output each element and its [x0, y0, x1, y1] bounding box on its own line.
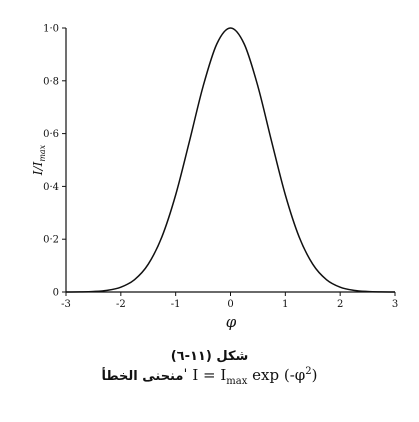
axes [65, 28, 395, 293]
data-point [353, 290, 354, 291]
y-tick-label: 0·4 [43, 182, 59, 193]
data-point [107, 290, 108, 291]
data-point [326, 279, 327, 280]
data-point [394, 291, 395, 292]
data-point [93, 291, 94, 292]
x-tick-label: -1 [171, 299, 181, 310]
data-point [271, 141, 272, 142]
gaussian-chart: 0 0·2 0·4 0·6 0·8 1·0 -3 -2 -1 0 1 2 3 φ I/Imax [31, 24, 398, 332]
x-tick-label: 0 [227, 299, 233, 310]
data-point [312, 264, 313, 265]
x-tick-label: -3 [61, 299, 71, 310]
formula-sub: max [226, 376, 248, 387]
x-axis-label: φ [226, 313, 237, 331]
data-point [148, 264, 149, 265]
data-point [79, 291, 80, 292]
data-point [202, 86, 203, 87]
formula-text: I = I [192, 366, 227, 384]
gaussian-curve [65, 27, 396, 293]
formula-mid: exp (-φ [247, 366, 306, 384]
y-tick-label: 0·8 [43, 76, 59, 87]
y-tick-label: 0·2 [43, 235, 59, 246]
y-axis-label-main: I/I [31, 161, 45, 176]
y-axis-label: I/Imax [31, 144, 47, 176]
figure-caption: منحنى الخطأˈ I = Imax exp (-φ2) [0, 366, 419, 387]
data-point [161, 236, 162, 237]
x-tick-label: 1 [282, 299, 288, 310]
caption-comma: ˈ [183, 366, 188, 384]
caption-arabic-title: منحنى الخطأ [101, 369, 184, 384]
y-tick-label: 0 [53, 288, 59, 299]
data-point [298, 236, 299, 237]
data-point [244, 43, 245, 44]
data-point [230, 27, 231, 28]
data-point [381, 291, 382, 292]
curve-layer [65, 27, 396, 293]
x-tick-label: -2 [116, 299, 126, 310]
data-point [134, 279, 135, 280]
data-point [285, 194, 286, 195]
data-point [257, 86, 258, 87]
ticks: 0 0·2 0·4 0·6 0·8 1·0 -3 -2 -1 0 1 2 3 [43, 24, 398, 311]
x-tick-label: 2 [337, 299, 343, 310]
data-point [120, 287, 121, 288]
y-axis-label-sub: max [38, 144, 47, 161]
data-point [216, 43, 217, 44]
data-point [340, 287, 341, 288]
figure-label: شكل (١١-٦) [170, 349, 249, 364]
y-tick-label: 0·6 [43, 129, 59, 140]
x-tick-label: 3 [392, 299, 398, 310]
formula-end: ) [311, 366, 318, 384]
formula-sup: 2 [305, 366, 312, 377]
data-point [189, 141, 190, 142]
data-point [175, 194, 176, 195]
caption-formula: I = Imax exp (-φ2) [192, 366, 318, 387]
data-point [65, 291, 66, 292]
y-tick-label: 1·0 [43, 24, 59, 35]
data-point [367, 291, 368, 292]
